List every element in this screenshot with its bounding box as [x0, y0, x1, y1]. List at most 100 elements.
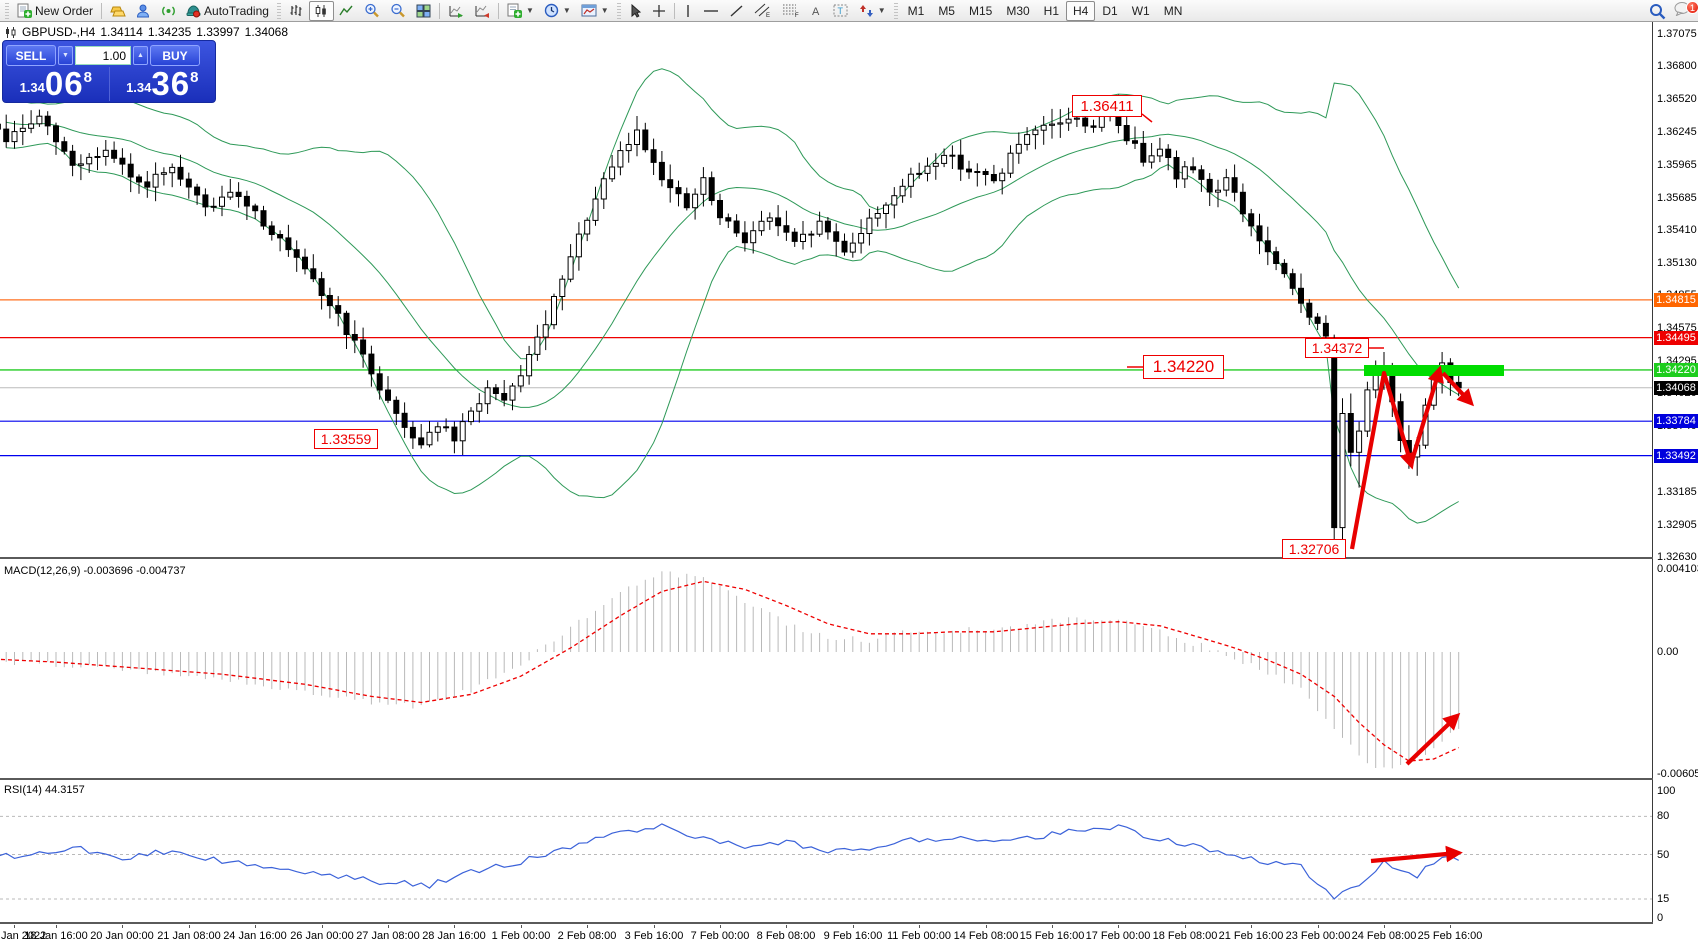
candle-body [725, 217, 732, 222]
tab-timeframe-MN[interactable]: MN [1163, 3, 1183, 18]
time-tick [255, 925, 256, 928]
templates-button[interactable]: ▼ [576, 1, 614, 21]
new-order-button[interactable]: New Order [12, 1, 98, 21]
signal-icon [162, 5, 175, 16]
notifications-button[interactable]: 1 [1674, 1, 1698, 21]
tab-timeframe-M5[interactable]: M5 [938, 3, 955, 18]
candle-body [700, 177, 707, 195]
line-chart-button[interactable] [334, 1, 359, 21]
toolbar-grip[interactable] [276, 2, 281, 19]
zoom-out-button[interactable] [385, 1, 411, 21]
crosshair-button[interactable] [647, 1, 671, 21]
tab-timeframe-M15[interactable]: M15 [968, 3, 993, 18]
candle-body [468, 410, 474, 423]
arrows-tool[interactable]: ▼ [854, 1, 891, 21]
toolbar: New Order AutoTrading [0, 0, 1698, 22]
new-template-button[interactable]: ▼ [502, 1, 539, 21]
annotation-callout [1141, 113, 1153, 123]
fibonacci-tool[interactable]: F [777, 1, 805, 21]
periods-button[interactable]: ▼ [539, 1, 576, 21]
tab-timeframe-H1[interactable]: H1 [1043, 3, 1060, 18]
rsi-tick-label: 100 [1657, 785, 1676, 797]
chat-bubble-icon [1674, 2, 1690, 17]
candle-body [592, 198, 599, 221]
macd-tick-label: 0.004103 [1657, 563, 1698, 575]
candle-body [343, 312, 350, 335]
pane-separator[interactable] [0, 922, 1653, 924]
candle-body [924, 165, 931, 174]
autotrading-button[interactable]: AutoTrading [181, 1, 274, 21]
chart-info-line: GBPUSD-,H4 1.34114 1.34235 1.33997 1.340… [5, 25, 288, 39]
pane-separator[interactable] [0, 557, 1653, 559]
trendline-tool[interactable] [724, 1, 749, 21]
candlestick-chart-button[interactable] [308, 0, 334, 21]
text-label-icon: T [833, 4, 848, 17]
chart-shift-button[interactable] [469, 1, 495, 21]
new-template-icon [507, 3, 522, 18]
signals-button[interactable] [156, 1, 181, 21]
zoom-in-icon [365, 3, 379, 18]
candle-body [551, 296, 557, 326]
buy-button[interactable]: BUY [150, 45, 200, 66]
candle-body [318, 278, 325, 297]
tab-timeframe-M30[interactable]: M30 [1006, 3, 1030, 18]
candle-body [932, 162, 939, 167]
candle-body [434, 426, 441, 433]
price-tick-label: 1.35130 [1657, 257, 1697, 269]
candle-body [883, 204, 889, 215]
search-icon[interactable] [1649, 3, 1666, 20]
candle-body [1331, 342, 1338, 529]
tab-timeframe-H4[interactable]: H4 [1066, 0, 1096, 21]
candle-body [152, 173, 159, 188]
time-axis[interactable]: Jan 2022 18 Jan 16:00 20 Jan 00:00 21 Jan 0… [0, 925, 1698, 944]
text-tool[interactable]: A [805, 1, 828, 21]
auto-scroll-button[interactable] [443, 1, 469, 21]
tab-timeframe-M1[interactable]: M1 [907, 3, 925, 18]
pane-separator[interactable] [0, 778, 1653, 780]
text-label-tool[interactable]: T [828, 1, 854, 21]
toolbar-grip[interactable] [5, 2, 9, 19]
candle-body [252, 205, 259, 212]
candle-body [19, 127, 26, 133]
sell-price[interactable]: 1.34 06 8 [3, 67, 110, 101]
price-tick-label: 1.35685 [1657, 192, 1697, 204]
chevron-down-icon: ▼ [600, 6, 609, 15]
candle-body [459, 421, 466, 442]
time-tick [919, 925, 920, 928]
volume-input[interactable]: 1.00 [75, 46, 131, 65]
macd-pane[interactable] [0, 560, 1652, 778]
price-axis[interactable]: 1.37075 1.36800 1.36520 1.36245 1.35965 1.356… [1653, 0, 1698, 944]
price-tag: 1.33784 [1654, 414, 1698, 428]
rsi-pane[interactable] [0, 781, 1652, 922]
main-chart-pane[interactable] [0, 22, 1652, 558]
cursor-button[interactable] [624, 1, 647, 21]
community-button[interactable] [131, 1, 156, 21]
tab-timeframe-W1[interactable]: W1 [1131, 3, 1150, 18]
volume-down-button[interactable]: ▼ [58, 46, 73, 65]
buy-price[interactable]: 1.34 36 8 [110, 67, 216, 101]
candle-body [600, 178, 607, 200]
macd-signal-line [0, 580, 1459, 762]
toolbar-grip[interactable] [893, 2, 898, 19]
bar-chart-button[interactable] [284, 1, 309, 21]
tile-windows-button[interactable] [411, 1, 436, 21]
candle-body [916, 172, 923, 175]
zoom-in-button[interactable] [359, 1, 385, 21]
candle-body [61, 141, 68, 152]
vertical-line-tool[interactable] [678, 1, 698, 21]
candle-body [791, 231, 798, 242]
zoom-out-icon [391, 3, 405, 18]
equidistant-channel-tool[interactable]: E [749, 1, 777, 21]
candle-body [733, 220, 740, 234]
horizontal-line-tool[interactable] [698, 1, 724, 21]
tab-timeframe-D1[interactable]: D1 [1102, 3, 1118, 18]
toolbar-grip[interactable] [616, 2, 621, 19]
sell-button[interactable]: SELL [6, 45, 56, 66]
candle-body [584, 219, 591, 235]
candle-body [1065, 118, 1072, 124]
deposit-button[interactable] [105, 1, 131, 21]
time-tick [14, 925, 15, 928]
volume-up-button[interactable]: ▲ [133, 46, 148, 65]
time-tick-label: 23 Feb 00:00 [1285, 930, 1351, 942]
candle-body [957, 154, 964, 170]
